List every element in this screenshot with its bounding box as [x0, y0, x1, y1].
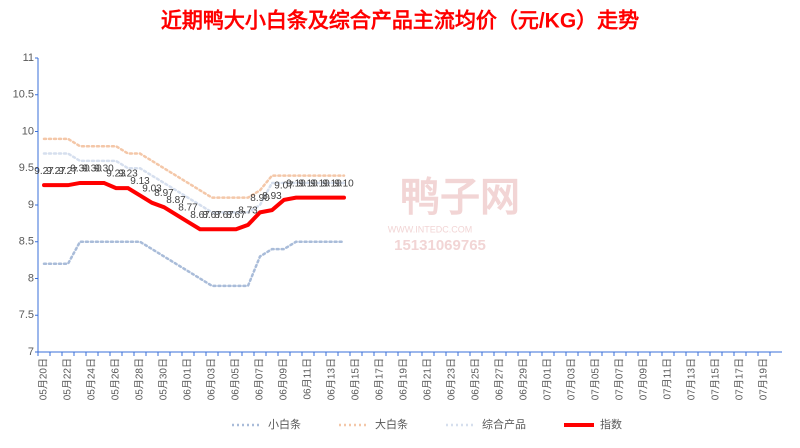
series-line [42, 137, 346, 199]
x-tick-label: 07月07日 [614, 358, 626, 400]
x-tick-label: 06月09日 [278, 358, 290, 400]
series-line [42, 240, 346, 288]
y-tick-label: 10.5 [13, 89, 34, 101]
x-tick-label: 06月19日 [398, 358, 410, 400]
y-tick-label: 11 [23, 52, 34, 64]
data-label: 8.87 [166, 195, 186, 206]
x-tick-label: 07月01日 [542, 358, 554, 400]
x-tick-label: 06月07日 [254, 358, 266, 400]
y-tick-label: 8 [28, 272, 34, 284]
x-tick-label: 07月13日 [686, 358, 698, 400]
data-label: 9.30 [94, 164, 114, 175]
data-label: 8.67 [190, 210, 210, 221]
data-label: 9.10 [298, 178, 318, 189]
x-tick-label: 07月11日 [662, 358, 674, 400]
data-label: 9.07 [274, 180, 294, 191]
watermark: 鸭子网 [400, 176, 520, 220]
x-tick-label: 06月21日 [422, 358, 434, 400]
legend-label: 综合产品 [482, 417, 526, 431]
watermark: 15131069765 [394, 237, 486, 254]
x-tick-label: 06月15日 [350, 358, 362, 400]
data-label: 9.27 [58, 166, 78, 177]
data-label: 9.23 [106, 169, 126, 180]
data-label: 8.90 [250, 193, 270, 204]
y-tick-label: 9.5 [19, 162, 34, 174]
y-tick-label: 10 [22, 125, 34, 137]
x-tick-label: 06月03日 [206, 358, 218, 400]
data-label: 8.73 [238, 205, 258, 216]
x-tick-label: 06月27日 [494, 358, 506, 400]
data-label: 8.97 [154, 188, 174, 199]
y-tick-label: 7.5 [19, 309, 34, 321]
x-tick-label: 05月30日 [158, 358, 170, 400]
data-label: 9.10 [310, 178, 330, 189]
data-label: 8.77 [178, 203, 198, 214]
chart-title: 近期鸭大小白条及综合产品主流均价（元/KG）走势 [161, 9, 639, 33]
x-tick-label: 05月26日 [110, 358, 122, 400]
data-label: 9.23 [118, 169, 138, 180]
x-tick-label: 06月23日 [446, 358, 458, 400]
x-tick-label: 05月28日 [134, 358, 146, 400]
data-label: 9.27 [34, 166, 54, 177]
data-label: 9.27 [46, 166, 66, 177]
x-tick-label: 06月29日 [518, 358, 530, 400]
y-tick-label: 8.5 [19, 236, 34, 248]
watermark: WWW.INTEDC.COM [388, 224, 473, 234]
x-tick-label: 06月01日 [182, 358, 194, 400]
data-label: 9.03 [142, 183, 162, 194]
legend-label: 小白条 [268, 417, 301, 431]
x-tick-label: 07月03日 [566, 358, 578, 400]
x-tick-label: 06月11日 [302, 358, 314, 400]
x-tick-label: 07月19日 [758, 358, 770, 400]
x-tick-label: 06月05日 [230, 358, 242, 400]
data-label: 8.67 [214, 210, 234, 221]
series-line [42, 180, 346, 232]
data-label: 9.13 [130, 176, 150, 187]
data-label: 9.30 [82, 164, 102, 175]
x-tick-label: 07月17日 [734, 358, 746, 400]
x-tick-label: 06月25日 [470, 358, 482, 400]
x-tick-label: 06月17日 [374, 358, 386, 400]
x-tick-label: 07月09日 [638, 358, 650, 400]
legend-label: 指数 [600, 417, 622, 431]
x-tick-label: 06月13日 [326, 358, 338, 400]
data-label: 9.10 [334, 178, 354, 189]
legend-label: 大白条 [375, 417, 408, 431]
y-tick-label: 9 [28, 199, 34, 211]
x-tick-label: 07月15日 [710, 358, 722, 400]
data-label: 8.67 [226, 210, 246, 221]
data-label: 8.67 [202, 210, 222, 221]
data-label: 9.30 [70, 164, 90, 175]
x-tick-label: 05月22日 [62, 358, 74, 400]
x-tick-label: 05月20日 [38, 358, 50, 400]
x-tick-label: 07月05日 [590, 358, 602, 400]
data-label: 8.93 [262, 191, 282, 202]
y-tick-label: 7 [28, 346, 34, 358]
data-label: 9.10 [322, 178, 342, 189]
data-label: 9.10 [286, 178, 306, 189]
x-tick-label: 05月24日 [86, 358, 98, 400]
series-line [42, 152, 346, 214]
